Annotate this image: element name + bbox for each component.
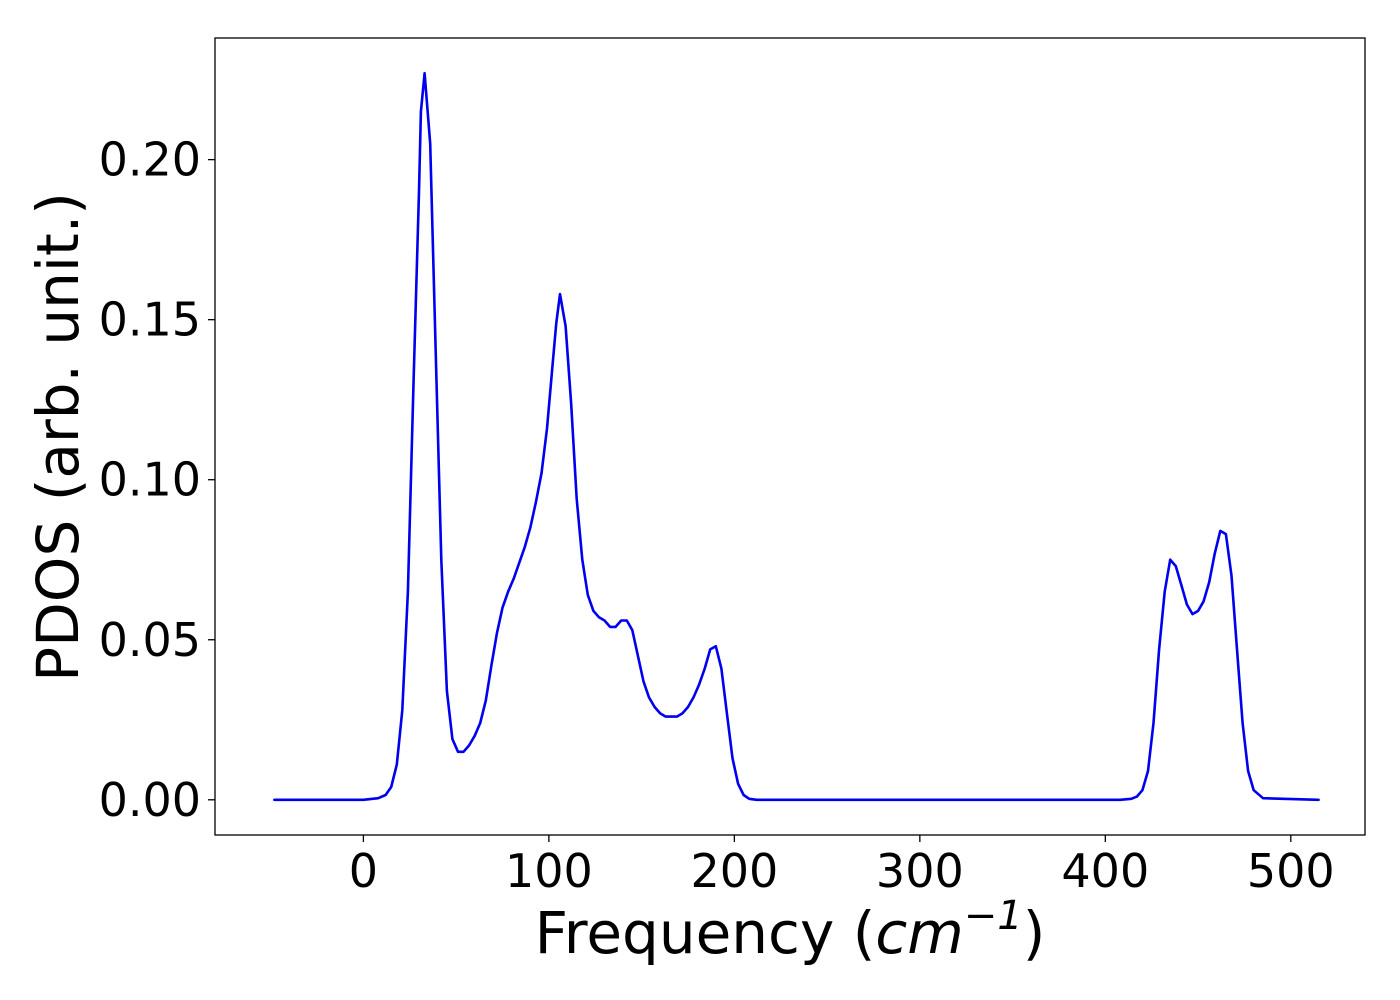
- x-tick-label: 300: [876, 844, 964, 898]
- series-line-pdos: [273, 71, 1320, 802]
- y-tick-label: 0.20: [99, 133, 201, 187]
- y-tick-label: 0.05: [99, 613, 201, 667]
- x-tick-label: 500: [1247, 844, 1335, 898]
- x-tick-label: 100: [505, 844, 593, 898]
- y-axis-label: PDOS (arb. unit.): [24, 192, 92, 682]
- y-tick-label: 0.15: [99, 293, 201, 347]
- x-tick-label: 400: [1061, 844, 1149, 898]
- y-tick-label: 0.10: [99, 453, 201, 507]
- x-axis-label: Frequency (cm−1): [535, 893, 1046, 967]
- x-tick-label: 200: [690, 844, 778, 898]
- plot-area-background: [215, 38, 1365, 835]
- plot-frame: [214, 37, 1366, 836]
- x-tick-label: 0: [349, 844, 378, 898]
- y-tick-label: 0.00: [99, 773, 201, 827]
- x-axis: 0 100 200 300 400 500: [349, 835, 1335, 898]
- y-axis: 0.00 0.05 0.10 0.15 0.20: [99, 133, 215, 827]
